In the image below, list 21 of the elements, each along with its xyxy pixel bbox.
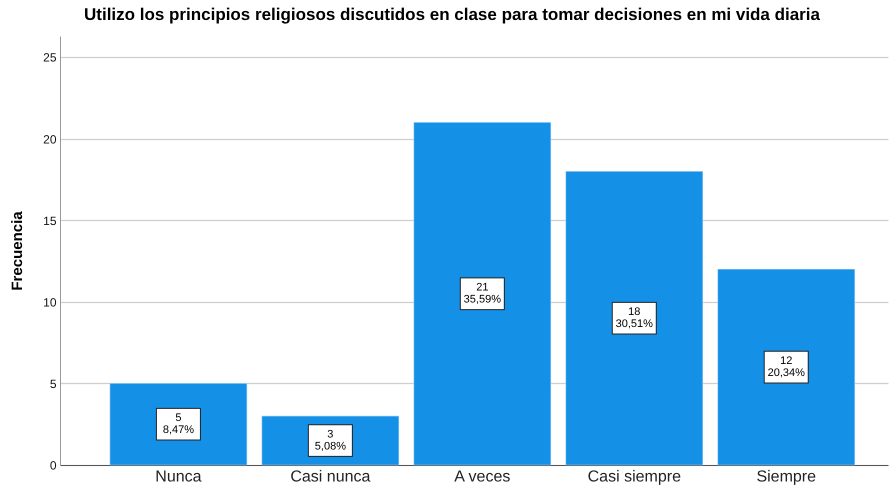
chart-title: Utilizo los principios religiosos discutidos en clase para tomar decisiones en mi vida diaria — [84, 5, 821, 24]
y-tick-label: 0 — [50, 458, 57, 472]
bar — [414, 122, 552, 466]
bar — [717, 268, 855, 466]
data-label: 18 30,51% — [616, 306, 654, 330]
data-label: 5 8,47% — [162, 412, 194, 436]
y-tick-label: 15 — [43, 214, 57, 228]
x-tick-label: Casi siempre — [588, 468, 682, 486]
data-label: 12 20,34% — [768, 355, 806, 380]
y-tick-label: 20 — [43, 132, 57, 146]
y-tick-label: 25 — [43, 50, 57, 65]
x-tick-label: A veces — [454, 468, 510, 486]
y-axis-title: Frecuencia — [9, 210, 26, 291]
y-tick-label: 10 — [43, 295, 57, 310]
data-label: 3 5,08% — [314, 428, 346, 453]
x-tick-label: Casi nunca — [290, 468, 370, 486]
x-tick-label: Siempre — [756, 468, 816, 486]
y-tick-label: 5 — [50, 376, 57, 391]
data-label: 21 35,59% — [464, 282, 502, 306]
bar — [566, 171, 704, 466]
x-tick-label: Nunca — [155, 468, 202, 486]
